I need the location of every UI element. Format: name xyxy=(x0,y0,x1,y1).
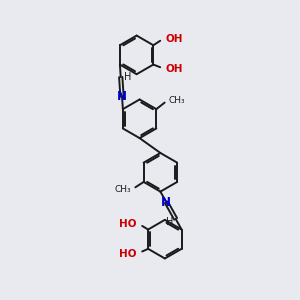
Text: CH₃: CH₃ xyxy=(169,96,185,105)
Text: OH: OH xyxy=(166,64,183,74)
Text: HO: HO xyxy=(119,219,136,229)
Text: N: N xyxy=(161,196,171,209)
Text: N: N xyxy=(117,90,127,103)
Text: CH₃: CH₃ xyxy=(115,185,131,194)
Text: H: H xyxy=(166,217,174,227)
Text: HO: HO xyxy=(119,249,136,259)
Text: OH: OH xyxy=(166,34,183,44)
Text: H: H xyxy=(124,72,131,82)
